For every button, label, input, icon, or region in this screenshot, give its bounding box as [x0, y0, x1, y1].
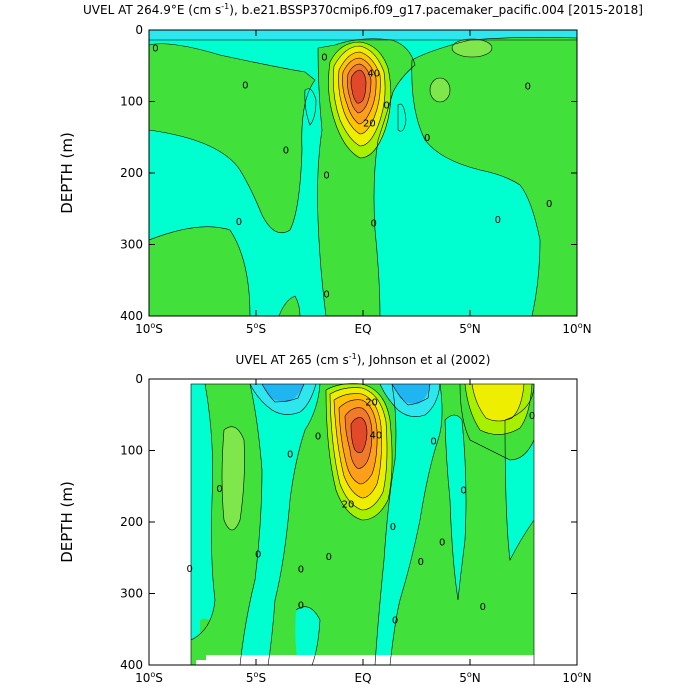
contour-label: 0 — [390, 522, 396, 533]
contour-label: 40 — [369, 430, 382, 441]
y-tick-label: 200 — [120, 166, 143, 180]
contour-label: 0 — [323, 171, 329, 182]
x-tick-label: 5oS — [246, 670, 266, 685]
y-axis-label: DEPTH (m) — [58, 132, 76, 214]
contour-label: 0 — [383, 101, 389, 112]
contour-label: 0 — [152, 43, 158, 54]
x-tick-label: 10oN — [562, 321, 591, 336]
x-tick-label: 10oS — [135, 670, 163, 685]
x-tick-label: 10oS — [135, 321, 163, 336]
contour-label: 20 — [365, 397, 378, 408]
x-tick-label: 5oN — [459, 321, 481, 336]
contour-label: 0 — [298, 600, 304, 611]
contour-label: 0 — [236, 217, 242, 228]
contour-label: 0 — [315, 432, 321, 443]
chart-title: UVEL AT 265 (cm s-1), Johnson et al (200… — [236, 352, 491, 367]
contour-label: 40 — [367, 68, 380, 79]
chart-panel-model: UVEL AT 264.9°E (cm s-1), b.e21.BSSP370c… — [58, 2, 643, 336]
contour-label: 0 — [371, 219, 377, 230]
contour-label: 0 — [418, 557, 424, 568]
contour-label: 0 — [242, 81, 248, 92]
contour-label: 0 — [439, 538, 445, 549]
contour-label: 0 — [430, 437, 436, 448]
contour-label: 20 — [342, 500, 355, 511]
contour-label: 0 — [392, 615, 398, 626]
x-tick-label: EQ — [354, 322, 371, 336]
y-tick-label: 100 — [120, 444, 143, 458]
contour-label: 20 — [363, 118, 376, 129]
y-tick-label: 300 — [120, 587, 143, 601]
contour-label: 0 — [424, 133, 430, 144]
contour-label: 0 — [283, 146, 289, 157]
contour-label: 0 — [480, 602, 486, 613]
contour-label: 0 — [546, 199, 552, 210]
contour-label: 0 — [287, 450, 293, 461]
contour-label: 0 — [460, 485, 466, 496]
y-tick-label: 200 — [120, 515, 143, 529]
contour-label: 0 — [525, 81, 531, 92]
contour-label: 0 — [529, 411, 535, 422]
contour-label: 0 — [495, 215, 501, 226]
contour-label: 0 — [298, 565, 304, 576]
x-tick-label: 10oN — [562, 670, 591, 685]
contour-labels: 0 0 0 0 0 0 0 0 20 40 20 0 0 0 0 0 0 0 0 — [186, 397, 535, 626]
chart-title: UVEL AT 264.9°E (cm s-1), b.e21.BSSP370c… — [83, 2, 643, 17]
y-tick-label: 0 — [135, 23, 143, 37]
y-tick-label: 400 — [120, 309, 143, 323]
x-tick-label: 5oN — [459, 670, 481, 685]
contour-label: 0 — [186, 564, 192, 575]
y-axis-label: DEPTH (m) — [58, 481, 76, 563]
contour-label: 0 — [216, 484, 222, 495]
y-tick-label: 0 — [135, 372, 143, 386]
x-tick-label: EQ — [354, 671, 371, 685]
contour-fill — [190, 383, 535, 665]
y-tick-label: 100 — [120, 95, 143, 109]
chart-panel-observation: UVEL AT 265 (cm s-1), Johnson et al (200… — [58, 352, 592, 685]
contour-fill — [149, 30, 577, 316]
x-tick-label: 5oS — [246, 321, 266, 336]
contour-labels: 0 0 0 0 0 0 0 40 20 0 0 0 0 0 0 — [152, 43, 552, 300]
contour-label: 0 — [323, 289, 329, 300]
x-axis: 10oS 5oS EQ 5oN 10oN — [135, 30, 592, 336]
y-tick-label: 400 — [120, 658, 143, 672]
contour-label: 0 — [255, 550, 261, 561]
y-tick-label: 300 — [120, 238, 143, 252]
x-axis: 10oS 5oS EQ 5oN 10oN — [135, 379, 592, 685]
contour-label: 0 — [326, 552, 332, 563]
contour-label: 0 — [321, 53, 327, 64]
